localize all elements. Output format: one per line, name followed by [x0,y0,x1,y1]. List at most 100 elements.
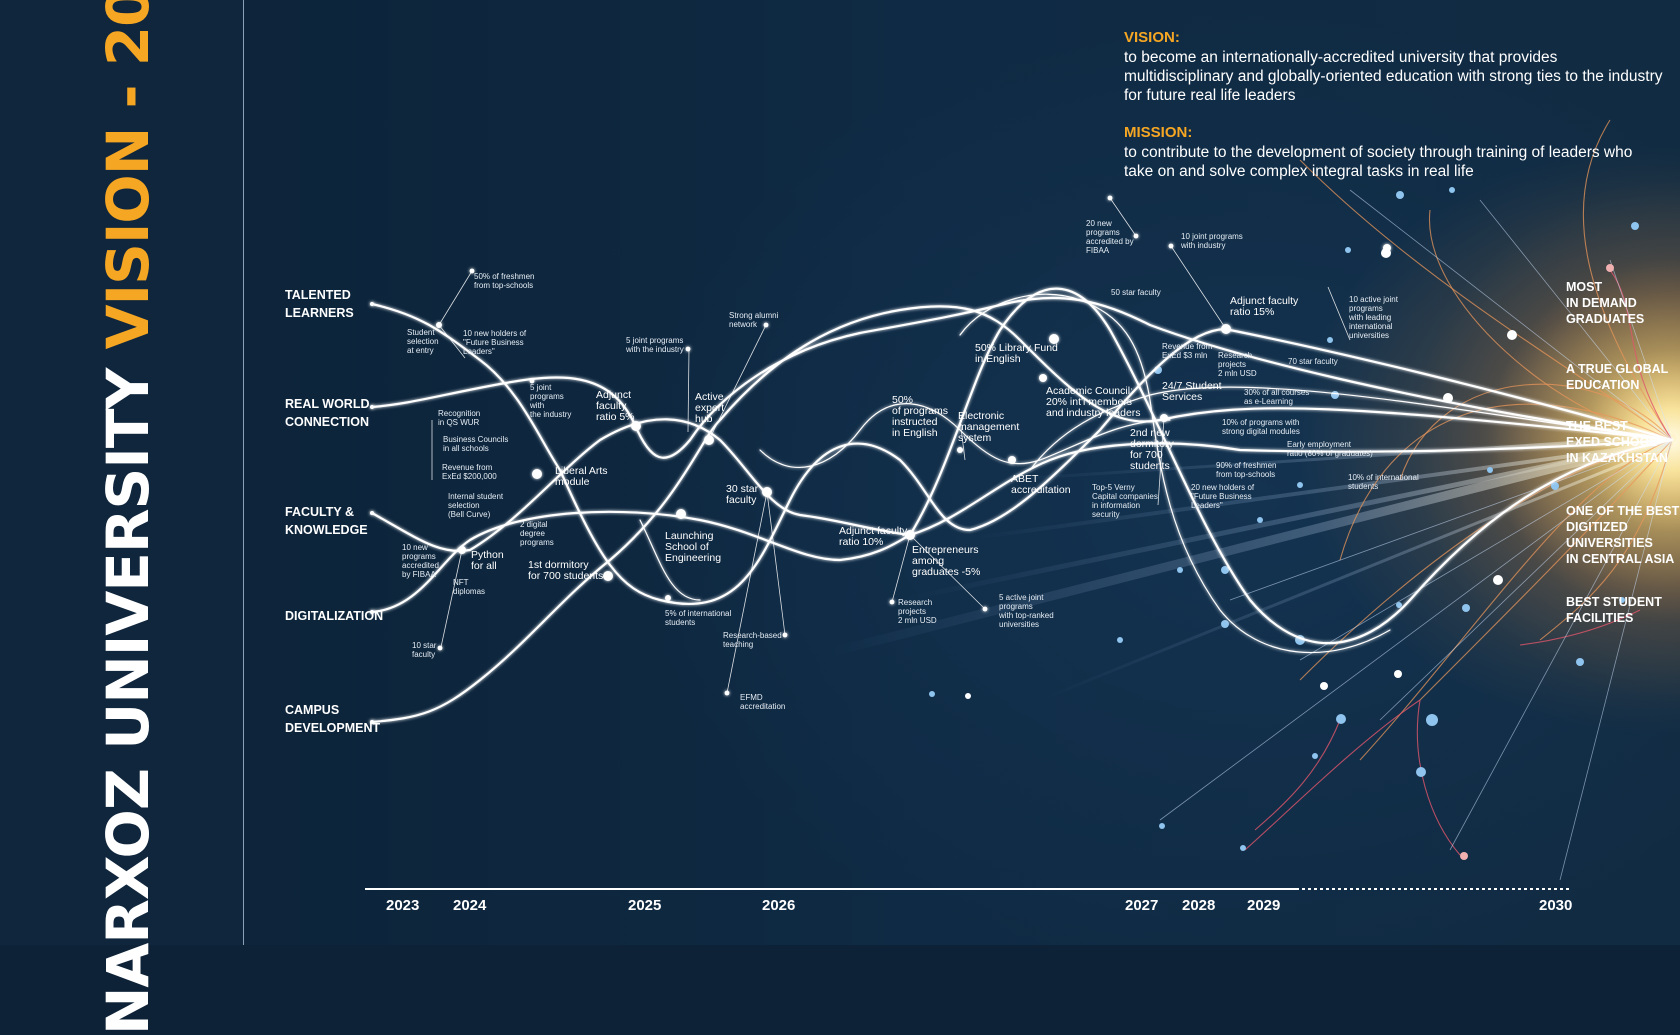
milestone-label-line: ratio 10% [839,536,883,548]
pathway-campus-development [370,305,1674,724]
goal-label: ONE OF THE BEST [1566,504,1680,518]
mission-heading: MISSION: [1124,124,1193,141]
milestone-label-line: graduates -5% [912,566,980,578]
milestone-label-line: 5 joint programs [626,336,683,345]
milestone-label-line: Leaders" [1191,501,1223,510]
milestone-label-line: with leading [1348,313,1391,322]
spark-line [1299,439,1673,661]
milestone-label: Academic Council: 20% int'l members and in… [1046,385,1141,419]
row-label-line1: REAL WORLD [285,397,370,411]
milestone-label-line: 10 active joint [1349,295,1399,304]
milestone-node [1049,334,1059,344]
milestone-label-line: programs [1349,304,1383,313]
goal-label: MOST [1566,280,1602,294]
spark-line [1229,439,1673,601]
particle [1312,753,1318,759]
milestone-label-line: strong digital modules [1222,427,1300,436]
milestone-label: Entrepreneurs among graduates -5% [912,544,980,578]
milestone-node [724,690,730,696]
milestone-label: Electronic management system [958,410,1019,444]
spark-line [1609,259,1673,441]
year-label: 2023 [386,897,419,914]
goal-label: FACILITIES [1566,611,1633,625]
milestone-label-line: projects [1218,360,1246,369]
milestone-label: EFMD accreditation [740,693,785,711]
row-label-line1: TALENTED [285,288,351,302]
milestone-label: Revenue from ExEd $3 mln [1162,342,1213,360]
milestone-label: NFT diplomas [453,578,485,596]
milestone-label-line: Electronic [958,410,1004,422]
milestone-label-line: FIBAA [1086,246,1110,255]
milestone-label-line: faculty [412,650,435,659]
milestone-label: Early employment ratio (80% of graduates) [1287,440,1373,458]
goal-label: EXED SCHOOL [1566,435,1657,449]
particle [965,693,971,699]
milestone-label-line: instructed [892,416,938,428]
vision-text: to become an internationally-accredited … [1124,49,1663,104]
spark-arcs [1244,119,1673,856]
milestone-label-line: with the industry [625,345,684,354]
milestone-label: Top-5 Verny Capital companies in informati… [1092,483,1158,519]
milestone-label-line: accreditation [740,702,785,711]
particle [1576,658,1584,666]
milestone-label-line: network [729,320,758,329]
particle [1394,670,1402,678]
milestone-node [1008,456,1016,464]
goal-label: GRADUATES [1566,312,1644,326]
milestone-label-line: projects [898,607,926,616]
particle [1336,714,1346,724]
milestone-label-line: hub [695,413,713,425]
milestone-label-line: Top-5 Verny [1092,483,1135,492]
milestone-label: Adjunct faculty ratio 15% [1230,295,1299,318]
leader-line [440,549,463,648]
leader-line [1157,417,1165,506]
milestone-label-line: in English [975,353,1021,365]
leader-lines [431,197,1351,694]
particle [1426,714,1438,726]
milestone-label-line: with industry [1180,241,1225,250]
leader-line [708,324,767,441]
year-label: 2025 [628,897,661,914]
goal-label: IN KAZAKHSTAN [1566,451,1668,465]
milestone-label-line: Adjunct faculty [1230,295,1299,307]
leader-line [891,534,911,603]
particle [1117,637,1123,643]
milestone-node [1133,233,1139,239]
spark-arc [1299,159,1673,441]
year-label: 2027 [1125,897,1158,914]
vision-mission-block: VISION: to become an internationally-acc… [1124,28,1664,199]
light-rays [815,433,1677,702]
milestone-label-line: Capital companies [1092,492,1158,501]
particle [1631,222,1639,230]
milestone-label: 70 star faculty [1288,357,1338,366]
spark-line [1349,189,1673,441]
particle [1487,467,1493,473]
particle [1221,566,1229,574]
milestone-label-line: of programs [892,405,948,417]
milestone-label: 30 star faculty [726,483,759,506]
milestone-nodes [370,195,1391,724]
particle [1493,575,1503,585]
light-ray [998,434,1674,482]
year-label: 2030 [1539,897,1572,914]
milestone-node [905,530,915,540]
milestone-label-line: ratio 15% [1230,306,1274,318]
milestone-label: 5 active joint programs with top-ranked uni… [998,593,1054,629]
milestone-label: Strong alumni network [729,311,779,329]
milestone-label-line: 10% of international [1348,473,1419,482]
milestone-label-line: accredited [402,561,439,570]
milestone-node [370,720,374,724]
particle [1449,187,1455,193]
milestone-label-line: 30% of all courses [1244,388,1309,397]
leader-line [438,324,466,359]
light-ray [1038,442,1674,702]
milestone-label-line: Launching [665,530,714,542]
milestone-label-line: faculty [596,400,627,412]
milestone-label-line: international [1349,322,1393,331]
leader-line [438,270,473,326]
milestone-label-line: Leaders" [463,347,495,356]
milestone-label-line: 2 mln USD [898,616,937,625]
milestone-label-line: "Future Business [1191,492,1252,501]
milestone-label-line: students [665,618,695,627]
spark-arc [1539,439,1673,641]
